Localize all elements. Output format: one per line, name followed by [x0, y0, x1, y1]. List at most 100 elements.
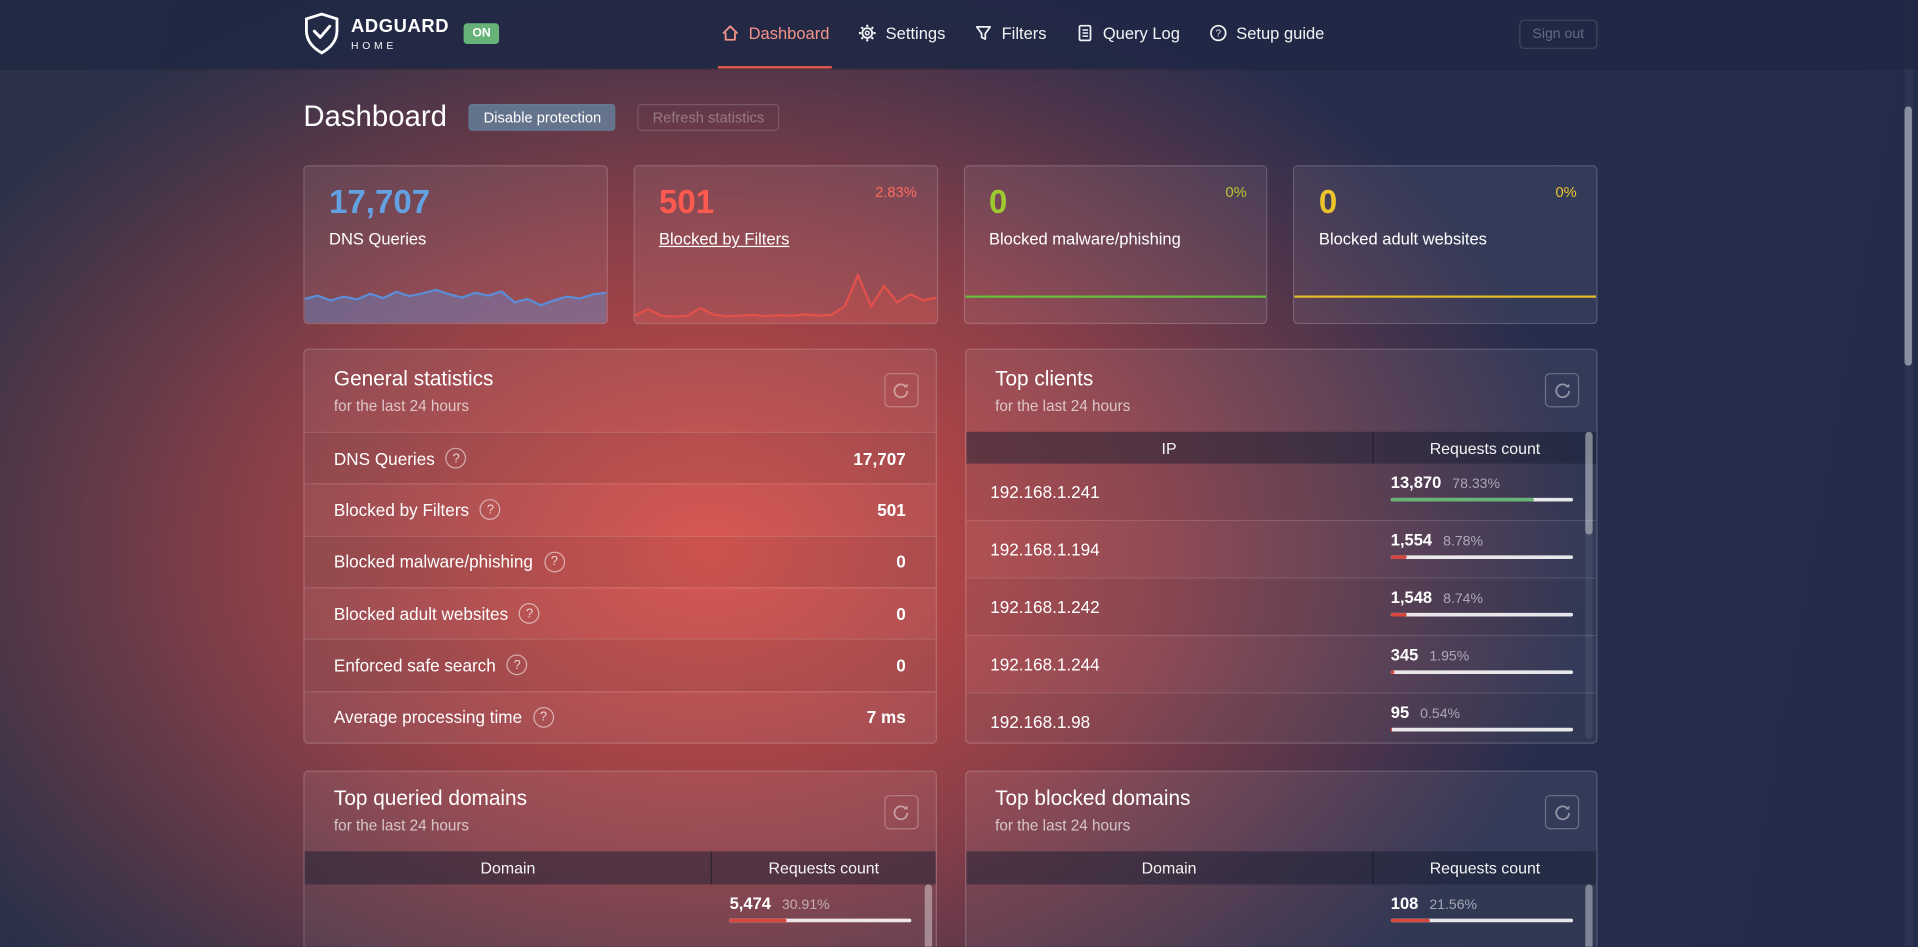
column-header-ip: IP [1161, 438, 1177, 457]
stat-label: Blocked adult websites [1318, 229, 1487, 249]
top-queried-domains-card: Top queried domains for the last 24 hour… [303, 770, 937, 947]
refresh-statistics-button[interactable]: Refresh statistics [637, 103, 779, 131]
top-clients-table: IP Requests count 192.168.1.241 13,870 7… [965, 431, 1597, 743]
requests-count: 108 [1390, 894, 1419, 913]
stat-value: 17,707 [329, 183, 431, 221]
card-header: General statistics for the last 24 hours [305, 350, 936, 432]
table-row: 192.168.1.244 345 1.95% [965, 634, 1597, 692]
stat-card-blocked-adult: 0 Blocked adult websites 0% [1293, 165, 1598, 325]
page-header: Dashboard Disable protection Refresh sta… [303, 100, 779, 134]
refresh-button[interactable] [1544, 795, 1580, 830]
help-icon[interactable] [445, 447, 467, 469]
progress-bar [1390, 497, 1574, 502]
requests-percent: 8.74% [1443, 592, 1484, 607]
progress-bar [1390, 612, 1574, 617]
requests-count: 345 [1390, 645, 1419, 665]
refresh-button[interactable] [1544, 373, 1580, 408]
dashboard-icon [722, 25, 738, 41]
refresh-icon [1554, 382, 1570, 398]
refresh-button[interactable] [883, 795, 919, 830]
card-scrollbar-thumb[interactable] [924, 884, 932, 947]
client-ip: 192.168.1.98 [990, 711, 1091, 732]
sparkline-chart [304, 268, 607, 323]
table-row: Enforced safe search 0 [304, 638, 936, 691]
requests-percent: 0.54% [1420, 707, 1461, 722]
help-icon[interactable] [506, 654, 528, 676]
progress-bar-fill [1390, 612, 1407, 617]
nav-item-query-log[interactable]: Query Log [1072, 0, 1182, 68]
gear-icon [858, 24, 876, 42]
disable-protection-button[interactable]: Disable protection [469, 103, 616, 131]
document-icon [1078, 24, 1091, 42]
client-ip: 192.168.1.242 [990, 596, 1100, 617]
blocked-by-filters-link[interactable]: Blocked by Filters [659, 229, 790, 249]
card-header: Top blocked domains for the last 24 hour… [966, 772, 1597, 852]
progress-bar [1390, 670, 1574, 674]
progress-bar-fill [729, 918, 786, 923]
stat-value: 501 [659, 183, 715, 221]
progress-bar [729, 918, 912, 923]
nav-item-label: Settings [885, 23, 946, 43]
nav-item-settings[interactable]: Settings [855, 0, 948, 68]
client-ip: 192.168.1.194 [990, 539, 1100, 560]
column-header-requests-count: Requests count [1372, 851, 1596, 885]
card-scrollbar-thumb[interactable] [1585, 431, 1593, 535]
row-label: Blocked by Filters [333, 500, 470, 520]
table-row: 192.168.1.194 1,554 8.78% [965, 519, 1597, 577]
sparkline-chart [965, 268, 1267, 323]
row-value: 501 [877, 500, 906, 520]
nav-item-label: Query Log [1102, 23, 1180, 43]
card-scrollbar-track [1585, 431, 1593, 739]
nav-item-setup-guide[interactable]: ? Setup guide [1206, 0, 1327, 68]
card-title: Top queried domains [333, 786, 527, 810]
sign-out-button[interactable]: Sign out [1518, 19, 1598, 49]
table-header: Domain Requests count [965, 851, 1597, 885]
refresh-icon [1554, 804, 1570, 820]
page-scrollbar-thumb[interactable] [1904, 106, 1912, 366]
top-blocked-domains-card: Top blocked domains for the last 24 hour… [964, 770, 1598, 947]
progress-bar [1390, 918, 1574, 923]
card-header: Top clients for the last 24 hours [966, 350, 1597, 432]
stat-card-blocked-malware: 0 Blocked malware/phishing 0% [963, 165, 1268, 325]
navbar: ADGUARD HOME ON Dashboard [0, 0, 1918, 69]
card-subtitle: for the last 24 hours [995, 817, 1131, 835]
column-header-domain: Domain [480, 858, 536, 878]
requests-percent: 1.95% [1429, 649, 1470, 665]
stat-label: Blocked malware/phishing [988, 229, 1181, 249]
client-ip: 192.168.1.244 [990, 654, 1100, 674]
domain-name: api.entur.io [305, 884, 712, 946]
requests-count: 5,474 [729, 894, 771, 913]
progress-bar-fill [1390, 670, 1395, 674]
progress-bar [1390, 727, 1574, 732]
help-icon[interactable] [543, 551, 565, 573]
requests-percent: 8.78% [1443, 534, 1484, 550]
refresh-button[interactable] [883, 373, 919, 408]
requests-percent: 30.91% [781, 897, 830, 913]
card-scrollbar-thumb[interactable] [1585, 884, 1593, 947]
requests-count: 13,870 [1390, 473, 1442, 492]
stat-trend: 0% [1225, 183, 1247, 201]
help-circle-icon: ? [1209, 24, 1227, 42]
requests-percent: 21.56% [1429, 897, 1478, 913]
progress-bar-fill [1390, 918, 1431, 923]
refresh-icon [893, 382, 909, 398]
funnel-icon [975, 26, 991, 40]
nav-item-filters[interactable]: Filters [971, 0, 1049, 68]
protection-status-badge: ON [463, 23, 500, 45]
stat-trend: 0% [1555, 183, 1577, 201]
help-icon[interactable] [480, 499, 501, 521]
table-row: 192.168.1.241 13,870 78.33% [965, 463, 1597, 520]
card-subtitle: for the last 24 hours [333, 397, 470, 415]
help-icon[interactable] [519, 603, 540, 625]
nav-item-label: Dashboard [748, 23, 830, 43]
table-header: Domain Requests count [304, 851, 936, 885]
help-icon[interactable] [533, 706, 554, 728]
brand-subtitle: HOME [351, 38, 397, 52]
svg-text:?: ? [1215, 29, 1221, 40]
brand-name: ADGUARD [351, 15, 450, 37]
stat-trend: 2.83% [875, 183, 917, 201]
card-subtitle: for the last 24 hours [333, 817, 470, 835]
nav-item-dashboard[interactable]: Dashboard [718, 0, 832, 69]
nav-links: Dashboard Settings [718, 0, 1327, 69]
requests-count: 95 [1390, 703, 1410, 722]
